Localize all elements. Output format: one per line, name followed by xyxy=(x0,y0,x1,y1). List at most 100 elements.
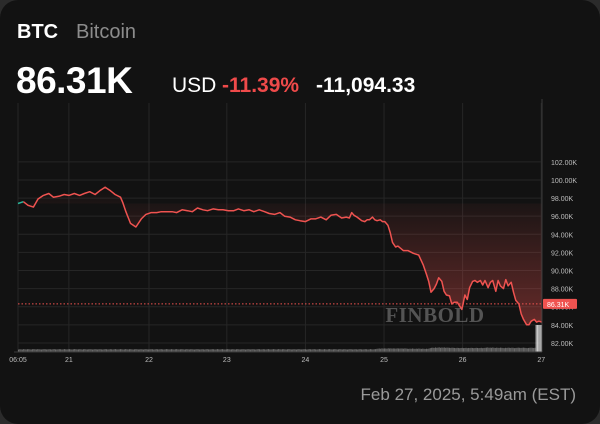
volume-bar xyxy=(243,349,245,352)
volume-bar xyxy=(187,349,189,352)
volume-bar xyxy=(335,349,337,352)
volume-bar xyxy=(360,349,363,352)
volume-bar xyxy=(540,325,542,352)
volume-bar xyxy=(67,349,69,352)
volume-bar xyxy=(234,349,236,352)
y-tick-label: 82.00K xyxy=(551,341,574,348)
volume-bar xyxy=(177,349,179,352)
volume-bar xyxy=(385,348,387,352)
volume-bar xyxy=(323,349,326,352)
volume-bar xyxy=(170,349,173,352)
volume-bar xyxy=(197,349,199,352)
volume-bar xyxy=(441,347,443,352)
volume-bar xyxy=(248,349,250,352)
volume-bar xyxy=(395,348,397,352)
volume-bar xyxy=(90,349,92,352)
volume-bar xyxy=(536,325,538,352)
y-tick-label: 94.00K xyxy=(551,232,574,239)
volume-bar xyxy=(374,349,377,352)
volume-bar xyxy=(188,349,190,352)
price-value: 86.31K xyxy=(16,60,133,101)
volume-bar xyxy=(241,349,243,352)
volume-bar xyxy=(190,349,192,352)
volume-bar xyxy=(156,349,159,352)
volume-bar xyxy=(530,347,532,352)
volume-bar xyxy=(238,349,240,352)
volume-bar xyxy=(267,349,269,352)
volume-bar xyxy=(354,349,356,352)
volume-bar xyxy=(174,349,176,352)
volume-bar xyxy=(322,349,324,352)
volume-bar xyxy=(57,349,59,352)
volume-bar xyxy=(104,349,106,352)
volume-bar xyxy=(89,349,91,352)
volume-bar xyxy=(508,347,510,352)
volume-bar xyxy=(437,347,439,352)
volume-bar xyxy=(233,349,235,352)
volume-bar xyxy=(471,347,473,352)
volume-bar xyxy=(352,349,354,352)
volume-bar xyxy=(218,349,220,352)
current-price-badge xyxy=(543,298,577,309)
volume-bar xyxy=(251,349,253,352)
asset-name: Bitcoin xyxy=(76,21,137,43)
volume-bar xyxy=(65,349,67,352)
y-tick-label: 102.00K xyxy=(551,160,577,167)
y-tick-label: 84.00K xyxy=(551,323,574,330)
volume-bar xyxy=(313,349,315,352)
volume-bar xyxy=(491,347,493,352)
volume-bar xyxy=(397,348,400,352)
volume-bar xyxy=(432,347,434,352)
volume-bar xyxy=(510,347,512,352)
volume-bar xyxy=(49,349,51,352)
volume-bar xyxy=(227,349,229,352)
volume-bar xyxy=(165,349,167,352)
volume-bar xyxy=(425,348,428,352)
volume-bar xyxy=(290,349,292,352)
volume-bar xyxy=(368,349,370,352)
volume-bar xyxy=(524,347,526,352)
volume-bar xyxy=(95,349,97,352)
volume-bar xyxy=(196,349,198,352)
volume-bar xyxy=(371,349,373,352)
volume-bar xyxy=(83,349,85,352)
volume-bar xyxy=(43,349,45,352)
volume-bar xyxy=(53,349,55,352)
volume-bar xyxy=(246,349,248,352)
volume-bar xyxy=(257,349,259,352)
x-tick-label: 23 xyxy=(223,357,231,364)
volume-bar xyxy=(111,349,113,352)
watermark-logo: FINBOLD xyxy=(385,303,484,327)
volume-bar xyxy=(469,348,471,352)
volume-bar xyxy=(232,349,234,352)
volume-bar xyxy=(113,349,115,352)
volume-bar xyxy=(480,347,482,352)
volume-bar xyxy=(223,349,225,352)
volume-bar xyxy=(19,349,21,352)
volume-bar xyxy=(320,349,322,352)
volume-bar xyxy=(376,348,378,352)
volume-bar xyxy=(413,348,415,352)
volume-bar xyxy=(169,349,171,352)
volume-bar xyxy=(109,349,111,352)
x-tick-label: 25 xyxy=(380,357,388,364)
volume-bar xyxy=(260,349,262,352)
volume-bar xyxy=(74,349,76,352)
volume-bar xyxy=(470,347,472,352)
volume-bar xyxy=(70,349,72,352)
volume-bar xyxy=(448,347,451,352)
volume-bar xyxy=(382,348,384,352)
change-percent: -11.39% xyxy=(222,74,300,97)
volume-bar xyxy=(315,349,317,352)
volume-bar xyxy=(497,347,499,352)
volume-bar xyxy=(405,348,407,352)
volume-bar xyxy=(244,349,247,352)
volume-bar xyxy=(68,349,71,352)
volume-bar xyxy=(387,348,389,352)
volume-bar xyxy=(72,349,74,352)
y-tick-label: 100.00K xyxy=(551,178,577,185)
volume-bar xyxy=(383,348,385,352)
volume-bar xyxy=(321,349,323,352)
volume-bar xyxy=(24,349,26,352)
